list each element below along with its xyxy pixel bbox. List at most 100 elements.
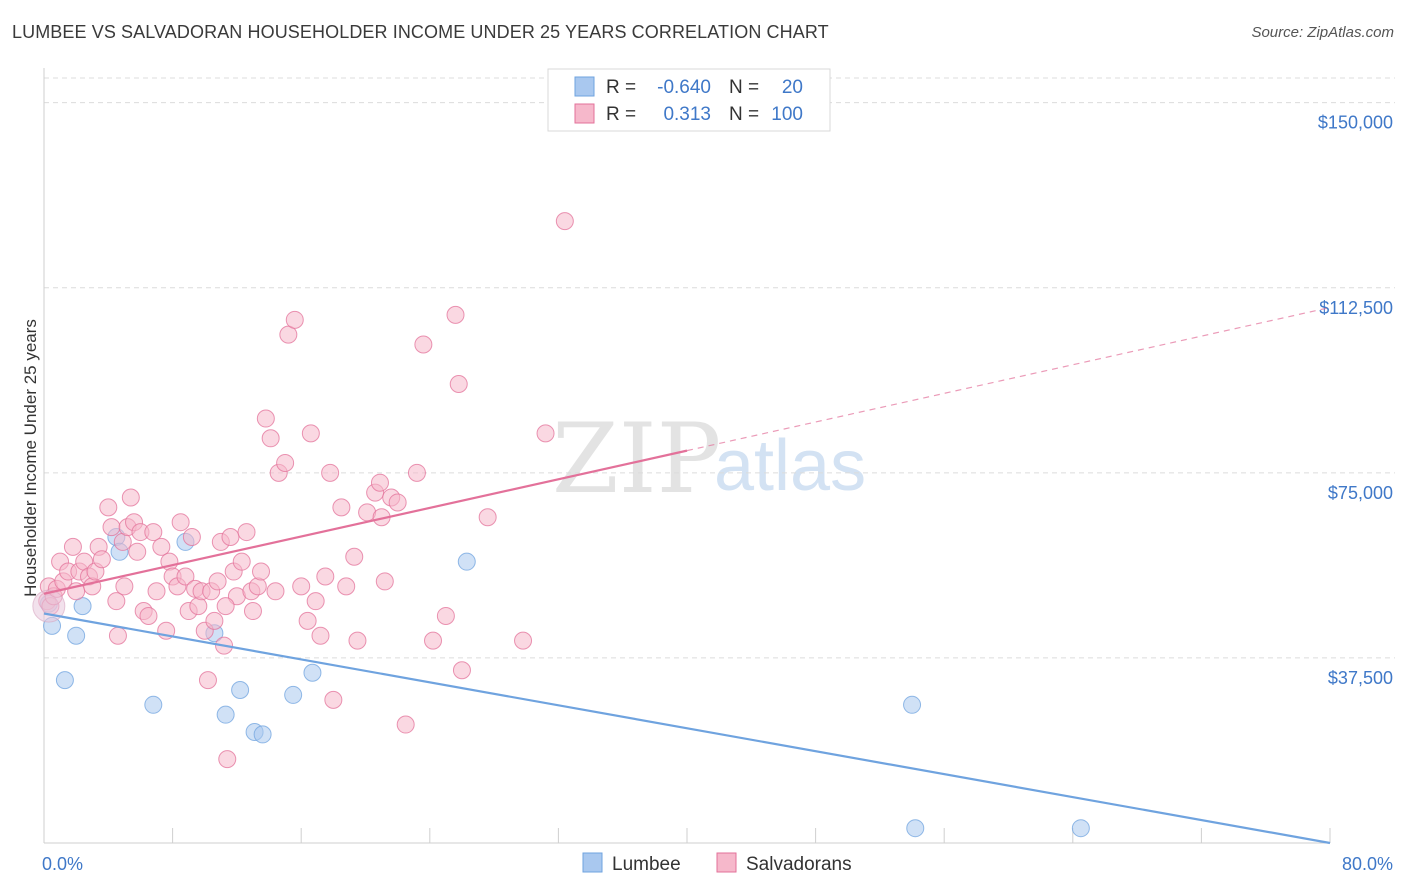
legend-r-label-salvadorans: R = <box>606 104 636 125</box>
point-lumbee <box>55 671 74 690</box>
x-tick-label: 0.0% <box>42 854 83 874</box>
legend: R = -0.640 N = 20 R = 0.313 N = 100 <box>547 68 831 132</box>
point-salvadorans <box>478 508 497 527</box>
point-lumbee <box>144 695 163 714</box>
point-salvadorans <box>424 631 443 650</box>
legend-frame <box>547 68 831 132</box>
legend-r-label-lumbee: R = <box>606 77 636 98</box>
point-salvadorans <box>555 212 574 231</box>
legend-n-value-lumbee: 20 <box>782 77 803 98</box>
trend-line-salvadorans <box>43 449 688 595</box>
point-salvadorans <box>337 577 356 596</box>
legend-swatch-lumbee <box>574 76 595 97</box>
point-salvadorans <box>276 453 295 472</box>
point-salvadorans <box>321 463 340 482</box>
y-tick-label: $112,500 <box>1319 298 1393 318</box>
point-salvadorans <box>83 577 102 596</box>
bottom-legend: Lumbee Salvadorans <box>582 852 852 875</box>
point-salvadorans <box>99 498 118 517</box>
point-salvadorans <box>182 528 201 546</box>
point-salvadorans <box>147 582 166 601</box>
point-salvadorans <box>144 523 163 542</box>
point-salvadorans <box>218 750 237 769</box>
point-salvadorans <box>221 528 240 546</box>
point-salvadorans <box>252 562 271 581</box>
point-salvadorans <box>375 572 394 591</box>
point-salvadorans <box>152 537 171 556</box>
point-lumbee <box>253 725 272 744</box>
point-salvadorans <box>345 547 364 566</box>
point-salvadorans <box>248 577 267 596</box>
point-salvadorans <box>324 690 343 709</box>
point-lumbee <box>906 819 925 838</box>
point-salvadorans <box>436 606 455 625</box>
point-salvadorans <box>171 513 190 532</box>
point-salvadorans <box>256 409 275 428</box>
point-lumbee <box>216 705 235 724</box>
point-lumbee <box>73 597 92 616</box>
point-salvadorans <box>63 537 82 556</box>
point-salvadorans <box>108 626 127 645</box>
bottom-legend-swatch-salvadorans <box>716 852 737 873</box>
legend-n-value-salvadorans: 100 <box>771 104 803 125</box>
point-lumbee <box>457 552 476 571</box>
y-tick-label: $150,000 <box>1318 113 1393 133</box>
chart-title: LUMBEE VS SALVADORAN HOUSEHOLDER INCOME … <box>12 22 829 42</box>
x-tick-label: 80.0% <box>1342 854 1393 874</box>
point-salvadorans <box>285 310 304 329</box>
point-salvadorans <box>115 577 134 596</box>
y-tick-label: $37,500 <box>1328 668 1393 688</box>
point-salvadorans <box>216 597 235 616</box>
legend-swatch-salvadorans <box>574 103 595 124</box>
point-cluster <box>32 589 66 623</box>
point-salvadorans <box>316 567 335 586</box>
point-salvadorans <box>370 473 389 492</box>
legend-r-value-salvadorans: 0.313 <box>663 104 711 125</box>
point-salvadorans <box>388 493 407 512</box>
data-points <box>32 212 1090 838</box>
point-salvadorans <box>348 631 367 650</box>
point-salvadorans <box>198 671 217 690</box>
point-lumbee <box>303 663 322 682</box>
watermark-atlas: atlas <box>714 426 866 506</box>
point-salvadorans <box>102 518 121 537</box>
point-lumbee <box>67 626 86 645</box>
point-salvadorans <box>279 325 298 344</box>
point-salvadorans <box>205 611 224 630</box>
grid-lines <box>44 77 1395 659</box>
chart-source: Source: ZipAtlas.com <box>1251 24 1394 41</box>
legend-n-label-salvadorans: N = <box>729 104 759 125</box>
point-salvadorans <box>176 567 195 586</box>
point-salvadorans <box>449 375 468 393</box>
point-salvadorans <box>92 550 111 569</box>
legend-n-label-lumbee: N = <box>729 77 759 98</box>
point-salvadorans <box>107 592 126 611</box>
point-salvadorans <box>237 523 256 542</box>
point-salvadorans <box>208 572 227 591</box>
point-salvadorans <box>243 602 262 621</box>
trend-line-lumbee <box>43 612 1331 845</box>
point-salvadorans <box>306 592 325 611</box>
point-lumbee <box>231 681 250 699</box>
point-salvadorans <box>301 424 320 443</box>
trend-lines <box>43 306 1331 845</box>
watermark-zip: ZIP <box>552 403 721 515</box>
point-salvadorans <box>311 626 330 645</box>
point-salvadorans <box>446 305 465 324</box>
point-salvadorans <box>396 715 415 734</box>
legend-r-value-lumbee: -0.640 <box>657 77 711 98</box>
point-salvadorans <box>139 606 158 625</box>
point-lumbee <box>284 685 303 704</box>
watermark: ZIP atlas <box>552 403 866 515</box>
point-salvadorans <box>414 335 433 354</box>
point-salvadorans <box>261 429 280 448</box>
point-lumbee <box>1071 819 1090 838</box>
y-axis-label: Householder Income Under 25 years <box>21 319 40 597</box>
y-tick-label: $75,000 <box>1328 483 1393 503</box>
point-salvadorans <box>298 611 317 630</box>
point-salvadorans <box>232 552 251 571</box>
point-salvadorans <box>536 424 555 443</box>
point-salvadorans <box>266 582 285 601</box>
bottom-legend-swatch-lumbee <box>582 852 603 873</box>
